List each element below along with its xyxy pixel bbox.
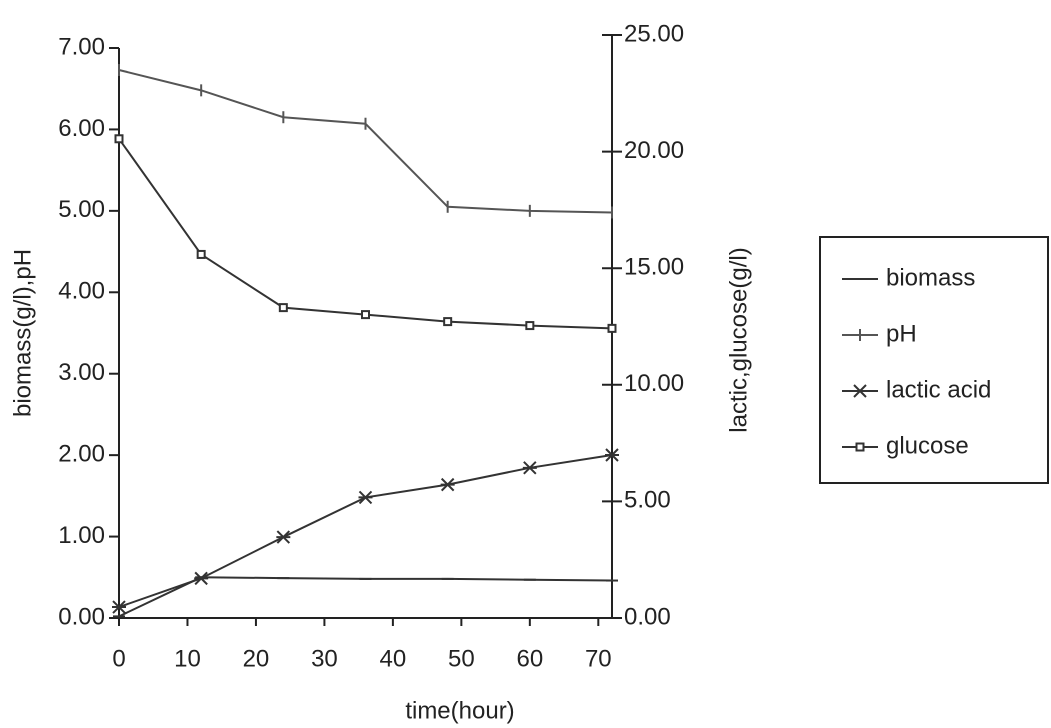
x-tick-label: 60 xyxy=(516,645,543,672)
y2-tick-label: 15.00 xyxy=(624,254,684,281)
marker xyxy=(525,321,535,331)
y2-axis-label: lactic,glucose(g/l) xyxy=(725,247,752,432)
marker xyxy=(855,442,865,452)
marker xyxy=(853,384,867,398)
x-tick-label: 40 xyxy=(380,645,407,672)
y-tick-label: 4.00 xyxy=(58,278,105,305)
legend-box xyxy=(819,236,1049,484)
x-tick-label: 20 xyxy=(243,645,270,672)
y2-tick-label: 20.00 xyxy=(624,137,684,164)
series-line xyxy=(118,69,613,214)
marker xyxy=(361,310,370,320)
marker xyxy=(114,134,124,144)
legend-label: pH xyxy=(886,320,917,347)
y2-tick-label: 25.00 xyxy=(624,20,684,47)
legend-label: lactic acid xyxy=(886,376,991,403)
series-line xyxy=(118,454,613,608)
marker xyxy=(196,249,206,259)
marker xyxy=(607,323,617,333)
x-tick-label: 30 xyxy=(311,645,338,672)
x-tick-label: 0 xyxy=(112,645,125,672)
marker xyxy=(605,448,619,462)
marker xyxy=(112,600,126,614)
marker xyxy=(440,477,455,492)
y-tick-label: 6.00 xyxy=(58,115,105,142)
marker xyxy=(278,303,288,313)
marker xyxy=(443,317,453,327)
y2-tick-label: 10.00 xyxy=(624,370,684,397)
marker xyxy=(522,461,537,475)
x-tick-label: 70 xyxy=(585,645,612,672)
series-line xyxy=(118,138,613,330)
y-tick-label: 1.00 xyxy=(58,522,105,549)
y-axis-label: biomass(g/l),pH xyxy=(9,249,36,417)
y-tick-label: 7.00 xyxy=(58,33,105,60)
y-tick-label: 3.00 xyxy=(58,359,105,386)
marker xyxy=(276,530,291,544)
y2-tick-label: 5.00 xyxy=(624,487,671,514)
legend-label: biomass xyxy=(886,264,975,291)
x-tick-label: 10 xyxy=(174,645,201,672)
x-axis-label: time(hour) xyxy=(405,697,514,724)
y-tick-label: 0.00 xyxy=(58,603,105,630)
legend-label: glucose xyxy=(886,432,969,459)
y2-tick-label: 0.00 xyxy=(624,603,671,630)
x-tick-label: 50 xyxy=(448,645,475,672)
y-tick-label: 2.00 xyxy=(58,440,105,467)
marker xyxy=(194,571,209,586)
y-tick-label: 5.00 xyxy=(58,196,105,223)
series-line xyxy=(118,576,613,618)
marker xyxy=(358,490,373,505)
